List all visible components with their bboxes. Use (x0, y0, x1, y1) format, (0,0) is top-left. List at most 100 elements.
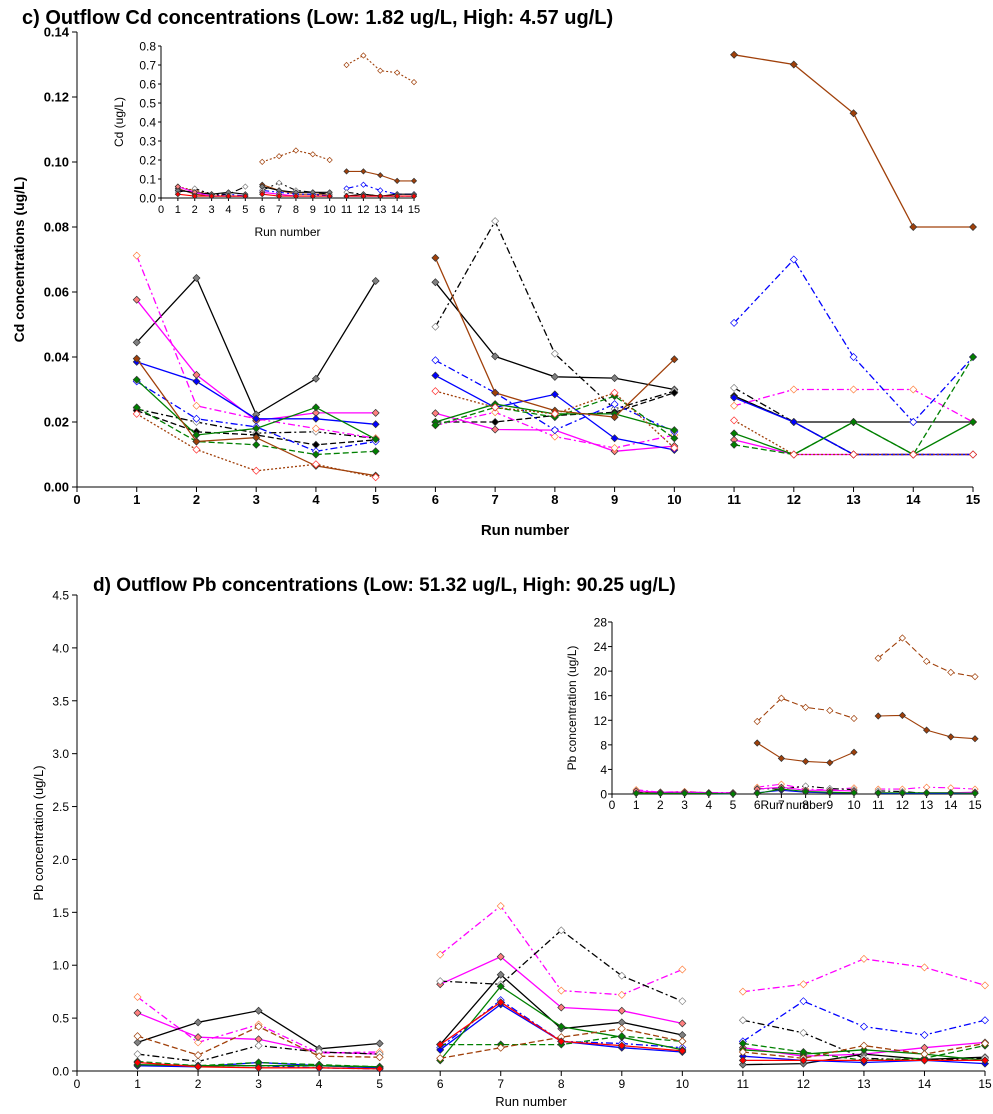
data-point (431, 409, 440, 418)
series-6 (632, 785, 979, 798)
data-point (431, 356, 440, 365)
data-point (678, 1037, 687, 1046)
data-point (375, 1053, 384, 1062)
x-tick-label: 14 (918, 1077, 932, 1091)
series-line (136, 299, 376, 422)
y-tick-label: 0.8 (139, 40, 156, 54)
data-point (550, 372, 559, 381)
data-point (705, 789, 713, 797)
y-axis-label: Pb concentration (ug/L) (565, 646, 579, 771)
x-tick-label: 0 (609, 798, 616, 812)
y-tick-label: 20 (594, 665, 608, 679)
data-point (850, 714, 858, 723)
y-tick-label: 0.14 (44, 25, 70, 40)
data-point (730, 440, 739, 449)
series-line (136, 276, 377, 416)
data-point (254, 1041, 263, 1050)
data-point (377, 187, 384, 194)
data-point (191, 193, 198, 200)
data-point (859, 1041, 868, 1050)
y-tick-label: 0.02 (44, 415, 69, 430)
data-point (496, 1043, 505, 1052)
x-tick-label: 7 (778, 798, 785, 812)
data-point (753, 789, 761, 797)
data-point (431, 322, 440, 331)
data-point (670, 426, 679, 435)
data-point (550, 432, 559, 441)
x-tick-label: 15 (968, 798, 982, 812)
data-point (670, 388, 679, 397)
data-point (874, 712, 882, 720)
data-point (194, 1038, 203, 1047)
data-point (132, 409, 141, 418)
y-axis-label: Cd concentrations (ug/L) (11, 177, 27, 343)
x-tick-label: 2 (657, 798, 664, 812)
data-point (969, 450, 977, 459)
inset-chart: 0.00.10.20.30.40.50.60.70.80 1 2 3 4 5 6 7 8 9 10 1… (112, 38, 422, 244)
data-point (909, 450, 918, 459)
y-tick-label: 0 (600, 788, 607, 802)
data-point (681, 789, 689, 797)
data-point (491, 352, 500, 361)
series-line (742, 1019, 986, 1062)
data-point (431, 253, 440, 262)
data-point (920, 1031, 929, 1040)
data-point (194, 1033, 203, 1042)
y-tick-label: 0.0 (139, 192, 156, 206)
data-point (360, 193, 367, 200)
data-point (371, 408, 380, 417)
data-point (670, 434, 679, 443)
data-point (789, 450, 798, 459)
y-tick-label: 0.12 (44, 90, 69, 105)
data-point (192, 414, 201, 423)
data-point (826, 706, 834, 715)
y-tick-label: 1.0 (52, 959, 69, 973)
x-tick-label: 4 (316, 1077, 323, 1091)
data-point (849, 450, 858, 459)
x-tick-label: 14 (391, 204, 403, 216)
x-tick-label: 6 (259, 204, 265, 216)
data-point (371, 435, 380, 444)
data-point (311, 460, 320, 469)
data-point (410, 177, 418, 184)
data-point (491, 217, 500, 226)
series-9 (133, 998, 989, 1073)
data-point (730, 401, 739, 410)
data-point (194, 1018, 203, 1027)
x-tick-label: 1 (633, 798, 640, 812)
series-line (439, 905, 683, 996)
data-point (174, 183, 181, 190)
data-point (859, 1056, 868, 1065)
x-tick-label: 13 (920, 798, 934, 812)
y-tick-label: 0.7 (139, 59, 156, 73)
data-point (436, 950, 445, 959)
data-point (874, 654, 882, 662)
data-point (436, 1040, 445, 1049)
data-point (738, 1016, 747, 1025)
data-point (617, 1041, 626, 1050)
y-tick-label: 12 (594, 714, 608, 728)
data-point (610, 444, 619, 452)
data-point (920, 1056, 929, 1065)
data-point (311, 440, 320, 449)
x-tick-label: 1 (133, 492, 140, 507)
x-tick-label: 1 (134, 1077, 141, 1091)
data-point (259, 158, 266, 165)
x-tick-label: 7 (276, 204, 282, 216)
series-line (733, 258, 974, 423)
data-point (678, 1046, 687, 1055)
series-line (733, 388, 974, 423)
data-point (309, 193, 316, 200)
data-point (947, 733, 955, 741)
chart-panel-0: c) Outflow Cd concentrations (Low: 1.82 … (11, 7, 980, 539)
x-axis-label: Run number (760, 798, 826, 812)
data-point (259, 183, 266, 190)
series-line (742, 1000, 986, 1042)
y-tick-label: 0.2 (139, 154, 156, 168)
y-tick-label: 28 (594, 616, 608, 630)
data-point (557, 926, 566, 935)
x-tick-label: 10 (667, 492, 681, 507)
data-point (557, 1022, 566, 1031)
data-point (826, 788, 834, 796)
